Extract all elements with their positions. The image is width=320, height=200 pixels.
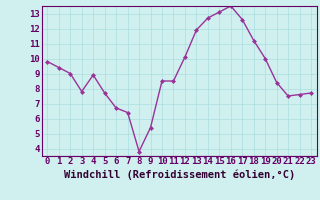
X-axis label: Windchill (Refroidissement éolien,°C): Windchill (Refroidissement éolien,°C) <box>64 169 295 180</box>
